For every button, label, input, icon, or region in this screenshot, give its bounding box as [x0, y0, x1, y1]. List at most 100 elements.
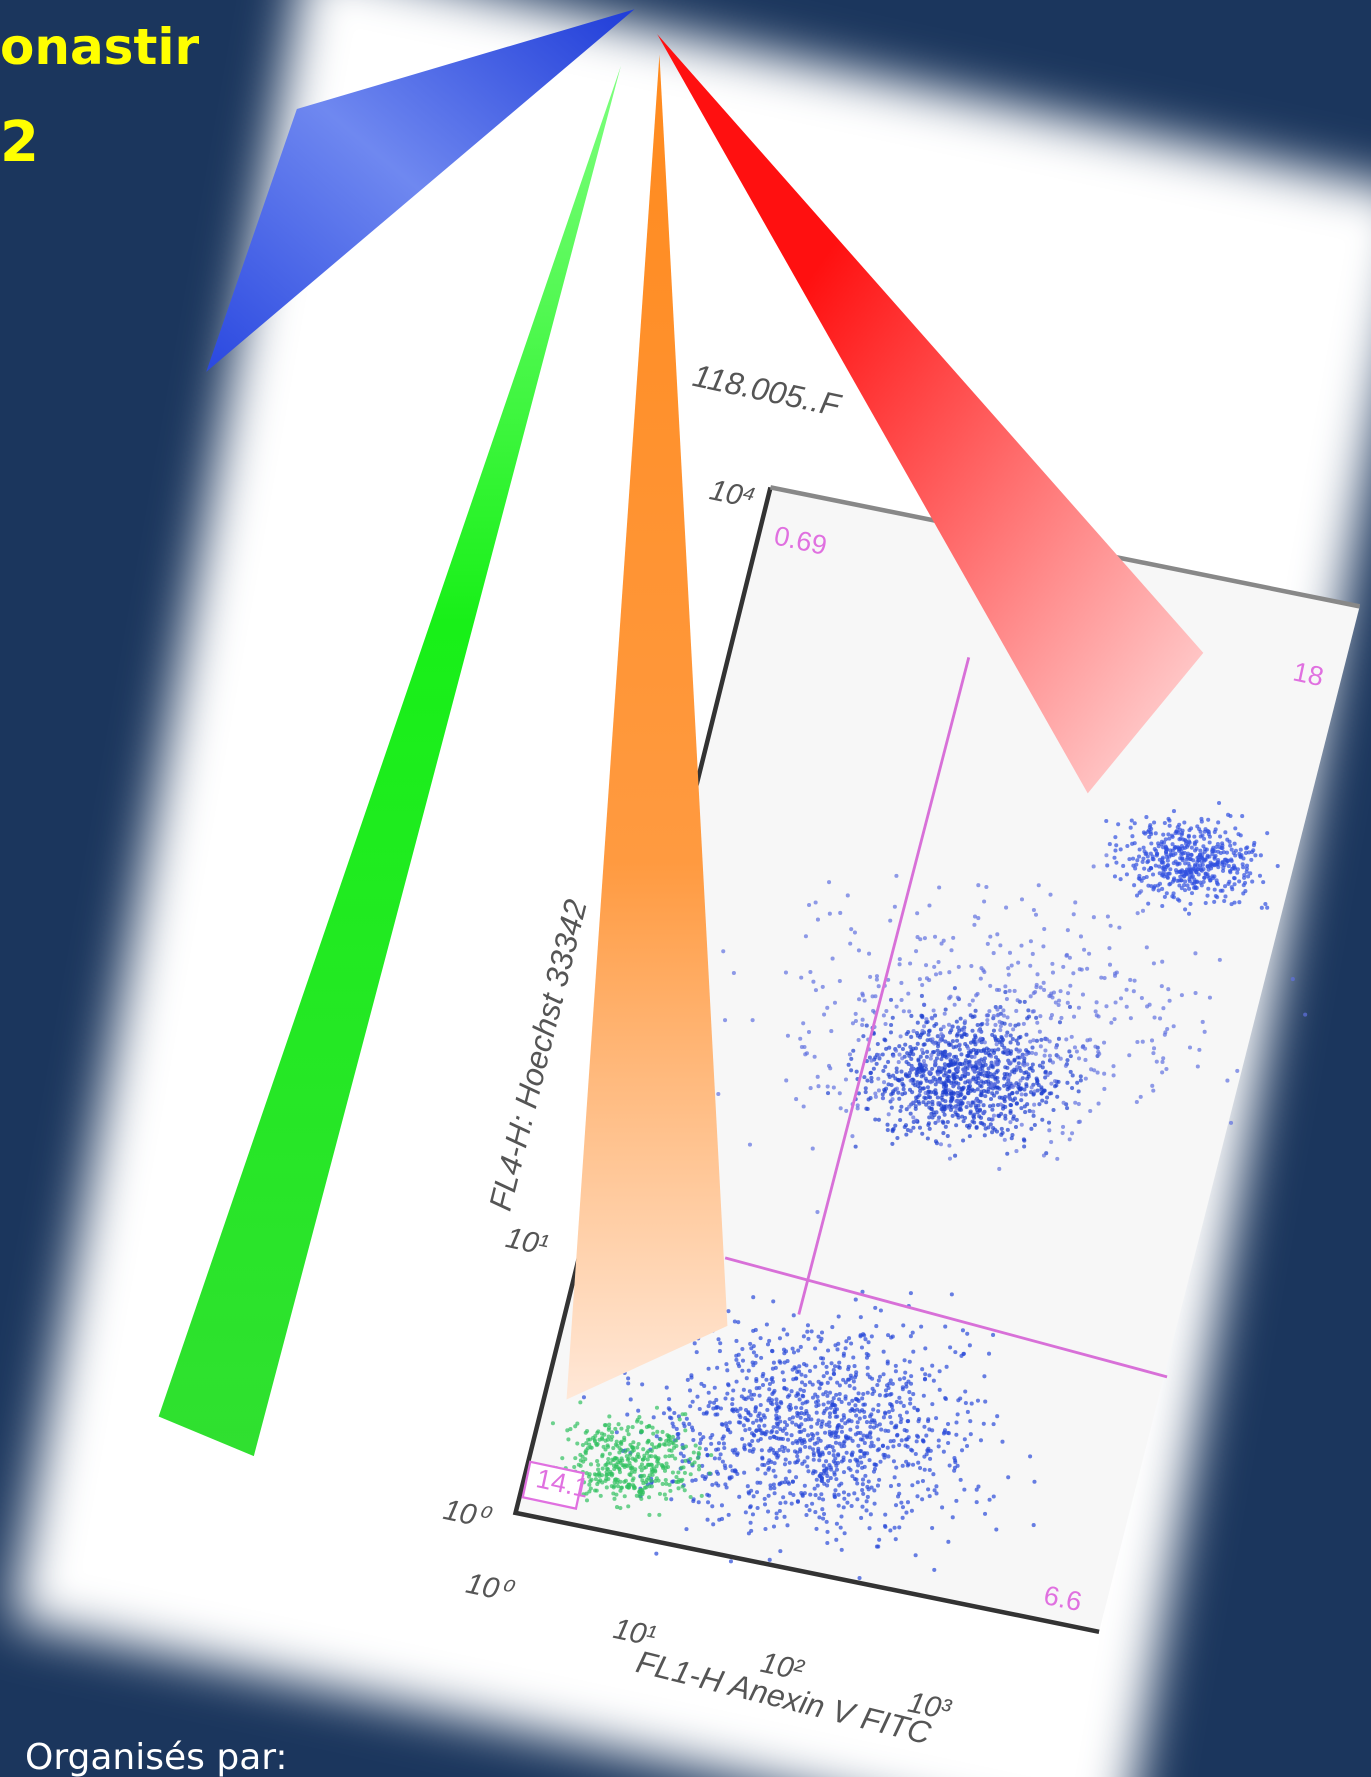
scatter-dot	[617, 1446, 622, 1451]
scatter-dot	[868, 1444, 873, 1449]
scatter-dot	[1147, 834, 1152, 839]
scatter-dot	[1229, 847, 1234, 852]
scatter-dot	[966, 1125, 971, 1130]
scatter-dot	[814, 1477, 819, 1482]
scatter-dot	[676, 1486, 681, 1491]
scatter-dot	[855, 1481, 860, 1486]
scatter-dot	[846, 1364, 851, 1369]
scatter-dot	[868, 1430, 873, 1435]
scatter-dot	[816, 1084, 821, 1089]
scatter-dot	[1104, 818, 1109, 824]
scatter-dot	[855, 1430, 861, 1435]
scatter-dot	[986, 1047, 991, 1052]
scatter-dot	[865, 1365, 870, 1370]
scatter-dot	[1003, 1113, 1008, 1118]
scatter-dot	[767, 1387, 772, 1392]
scatter-dot	[797, 1397, 802, 1402]
scatter-dot	[1085, 1038, 1090, 1043]
scatter-dot	[996, 1038, 1001, 1043]
scatter-dot	[836, 1503, 841, 1508]
scatter-dot	[1140, 908, 1146, 913]
scatter-dot	[889, 1420, 894, 1425]
scatter-dot	[665, 1464, 671, 1470]
scatter-dot	[1008, 1081, 1013, 1086]
scatter-dot	[897, 1044, 902, 1049]
scatter-dot	[976, 883, 981, 888]
scatter-dot	[1151, 1088, 1156, 1093]
scatter-dot	[894, 1399, 899, 1404]
scatter-dot	[868, 1070, 873, 1075]
scatter-dot	[1194, 846, 1199, 851]
scatter-dot	[837, 1360, 842, 1365]
scatter-dot	[894, 1066, 899, 1071]
scatter-dot	[941, 1449, 946, 1454]
scatter-dot	[1154, 1059, 1159, 1064]
scatter-dot	[646, 1449, 651, 1454]
scatter-dot	[596, 1479, 601, 1484]
scatter-dot	[848, 941, 853, 946]
scatter-dot	[1199, 819, 1204, 824]
scatter-dot	[650, 1472, 655, 1477]
scatter-dot	[830, 1399, 835, 1404]
scatter-dot	[883, 1388, 889, 1393]
scatter-dot	[1121, 863, 1126, 868]
scatter-dot	[1015, 998, 1020, 1003]
scatter-dot	[1166, 987, 1171, 992]
scatter-dot	[927, 1494, 932, 1499]
scatter-dot	[947, 1156, 953, 1161]
scatter-dot	[993, 1022, 998, 1028]
scatter-dot	[811, 1450, 816, 1456]
scatter-dot	[756, 1438, 761, 1443]
scatter-dot	[815, 1483, 820, 1488]
scatter-dot	[668, 1488, 673, 1493]
scatter-dot	[785, 1523, 790, 1528]
scatter-dot	[853, 1396, 858, 1401]
scatter-dot	[1043, 1037, 1048, 1042]
scatter-dot	[1215, 895, 1220, 900]
scatter-dot	[904, 1510, 909, 1515]
scatter-dot	[931, 1378, 936, 1383]
scatter-dot	[849, 1341, 854, 1346]
scatter-dot	[1181, 883, 1187, 888]
scatter-dot	[1241, 865, 1246, 870]
scatter-dot	[748, 1520, 753, 1525]
scatter-dot	[966, 1091, 971, 1096]
scatter-dot	[963, 1058, 968, 1063]
scatter-dot	[954, 1019, 959, 1024]
scatter-dot	[856, 1091, 861, 1096]
scatter-dot	[722, 1445, 727, 1451]
scatter-dot	[893, 1503, 899, 1508]
scatter-dot	[790, 1441, 795, 1446]
scatter-dot	[1056, 1054, 1061, 1059]
scatter-dot	[732, 1319, 737, 1324]
scatter-dot	[726, 1309, 731, 1314]
scatter-dot	[990, 1130, 995, 1135]
scatter-dot	[1009, 1136, 1014, 1141]
scatter-dot	[766, 1398, 771, 1403]
scatter-dot	[663, 1442, 668, 1447]
scatter-dot	[753, 1406, 758, 1411]
scatter-dot	[684, 1527, 689, 1532]
scatter-dot	[995, 1085, 1000, 1090]
scatter-dot	[1183, 861, 1188, 866]
scatter-dot	[915, 1020, 920, 1025]
scatter-dot	[831, 1371, 836, 1376]
scatter-dot	[908, 1381, 914, 1386]
scatter-dot	[881, 1372, 886, 1377]
scatter-dot	[1265, 831, 1270, 836]
scatter-dot	[1128, 977, 1133, 982]
scatter-dot	[1005, 1151, 1010, 1156]
scatter-dot	[813, 1493, 818, 1498]
scatter-dot	[750, 1439, 755, 1444]
scatter-dot	[889, 1083, 894, 1088]
scatter-dot	[961, 1351, 966, 1357]
scatter-dot	[1083, 1057, 1088, 1062]
scatter-dot	[1065, 1058, 1070, 1063]
scatter-dot	[714, 1469, 719, 1474]
scatter-dot	[759, 1418, 764, 1423]
scatter-dot	[812, 1441, 817, 1446]
scatter-dot	[716, 1337, 721, 1342]
scatter-dot	[764, 1377, 769, 1382]
scatter-dot	[936, 1101, 941, 1106]
scatter-dot	[674, 1479, 679, 1484]
